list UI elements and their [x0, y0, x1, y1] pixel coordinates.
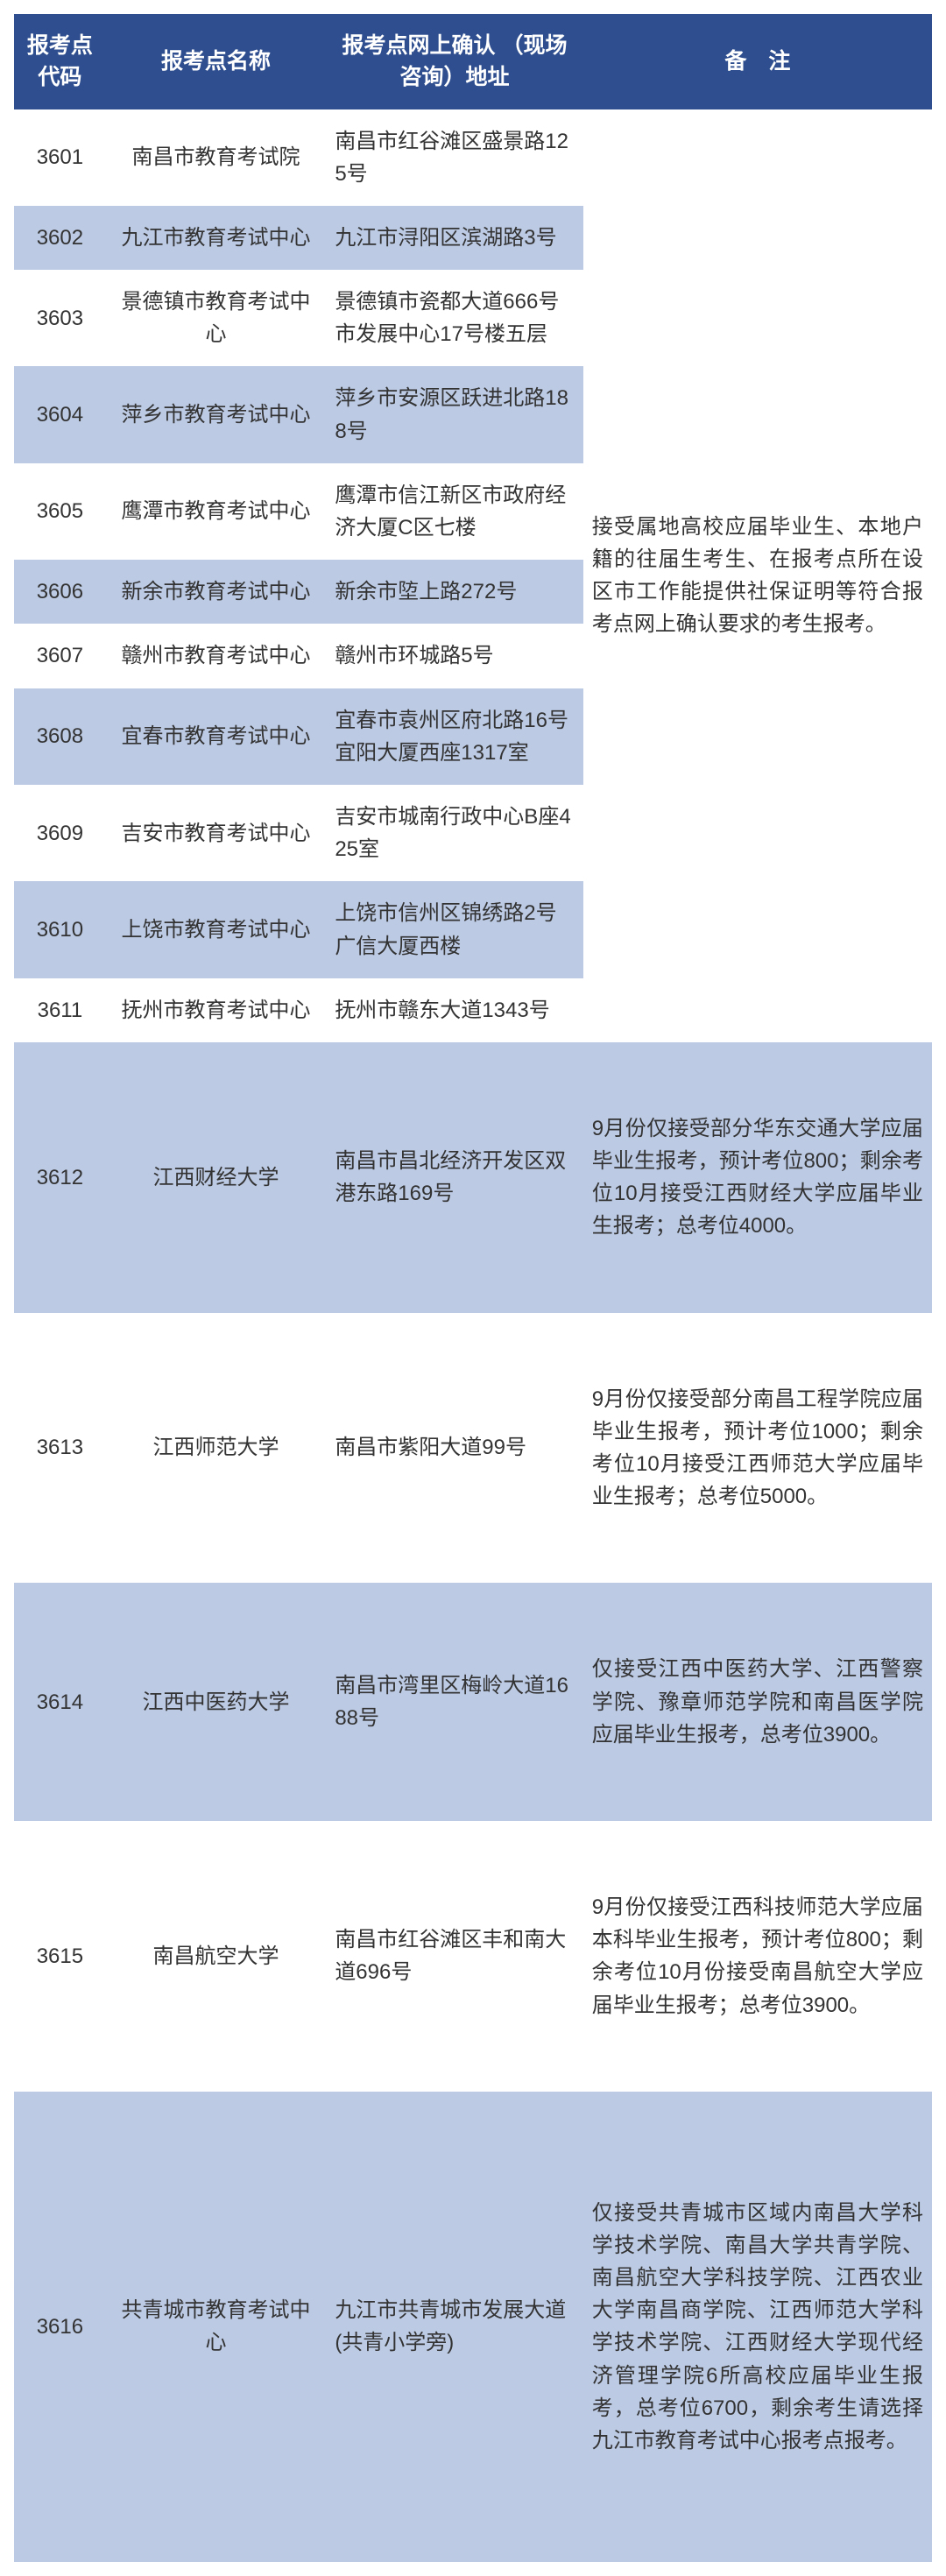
cell-code: 3608 [14, 688, 106, 785]
exam-sites-table: 报考点代码 报考点名称 报考点网上确认 （现场咨询）地址 备 注 3601南昌市… [14, 14, 932, 2562]
cell-addr: 南昌市湾里区梅岭大道1688号 [326, 1583, 582, 1821]
cell-code: 3605 [14, 463, 106, 560]
cell-code: 3613 [14, 1313, 106, 1584]
cell-addr: 九江市共青城市发展大道(共青小学旁) [326, 2092, 582, 2563]
cell-name: 上饶市教育考试中心 [106, 881, 327, 977]
cell-name: 抚州市教育考试中心 [106, 978, 327, 1042]
cell-name: 九江市教育考试中心 [106, 206, 327, 270]
cell-name: 新余市教育考试中心 [106, 560, 327, 624]
cell-name: 江西财经大学 [106, 1042, 327, 1313]
cell-name: 景德镇市教育考试中心 [106, 270, 327, 366]
cell-addr: 赣州市环城路5号 [326, 624, 582, 688]
cell-addr: 吉安市城南行政中心B座425室 [326, 785, 582, 881]
cell-addr: 南昌市昌北经济开发区双港东路169号 [326, 1042, 582, 1313]
cell-note: 9月份仅接受部分南昌工程学院应届毕业生报考，预计考位1000；剩余考位10月接受… [583, 1313, 932, 1584]
header-name: 报考点名称 [106, 14, 327, 109]
cell-addr: 新余市埅上路272号 [326, 560, 582, 624]
cell-code: 3614 [14, 1583, 106, 1821]
cell-code: 3611 [14, 978, 106, 1042]
cell-addr: 南昌市紫阳大道99号 [326, 1313, 582, 1584]
cell-code: 3610 [14, 881, 106, 977]
cell-note-group1: 接受属地高校应届毕业生、本地户籍的往届生考生、在报考点所在设区市工作能提供社保证… [583, 109, 932, 1042]
table-row: 3612江西财经大学南昌市昌北经济开发区双港东路169号9月份仅接受部分华东交通… [14, 1042, 932, 1313]
cell-addr: 九江市浔阳区滨湖路3号 [326, 206, 582, 270]
table-header-row: 报考点代码 报考点名称 报考点网上确认 （现场咨询）地址 备 注 [14, 14, 932, 109]
cell-name: 江西中医药大学 [106, 1583, 327, 1821]
cell-addr: 萍乡市安源区跃进北路188号 [326, 366, 582, 462]
cell-code: 3607 [14, 624, 106, 688]
header-note: 备 注 [583, 14, 932, 109]
cell-code: 3615 [14, 1821, 106, 2092]
cell-name: 南昌航空大学 [106, 1821, 327, 2092]
header-code: 报考点代码 [14, 14, 106, 109]
table-row: 3615南昌航空大学南昌市红谷滩区丰和南大道696号9月份仅接受江西科技师范大学… [14, 1821, 932, 2092]
table-row: 3614江西中医药大学南昌市湾里区梅岭大道1688号仅接受江西中医药大学、江西警… [14, 1583, 932, 1821]
table-row: 3613江西师范大学南昌市紫阳大道99号9月份仅接受部分南昌工程学院应届毕业生报… [14, 1313, 932, 1584]
table-row: 3616共青城市教育考试中心九江市共青城市发展大道(共青小学旁)仅接受共青城市区… [14, 2092, 932, 2563]
cell-code: 3602 [14, 206, 106, 270]
cell-name: 鹰潭市教育考试中心 [106, 463, 327, 560]
cell-code: 3612 [14, 1042, 106, 1313]
cell-name: 共青城市教育考试中心 [106, 2092, 327, 2563]
cell-note: 仅接受共青城市区域内南昌大学科学技术学院、南昌大学共青学院、南昌航空大学科技学院… [583, 2092, 932, 2563]
table-row: 3601南昌市教育考试院南昌市红谷滩区盛景路125号接受属地高校应届毕业生、本地… [14, 109, 932, 206]
cell-code: 3609 [14, 785, 106, 881]
cell-name: 赣州市教育考试中心 [106, 624, 327, 688]
cell-note: 仅接受江西中医药大学、江西警察学院、豫章师范学院和南昌医学院应届毕业生报考，总考… [583, 1583, 932, 1821]
cell-addr: 抚州市赣东大道1343号 [326, 978, 582, 1042]
cell-name: 南昌市教育考试院 [106, 109, 327, 206]
cell-name: 江西师范大学 [106, 1313, 327, 1584]
cell-code: 3606 [14, 560, 106, 624]
cell-code: 3601 [14, 109, 106, 206]
cell-addr: 上饶市信州区锦绣路2号广信大厦西楼 [326, 881, 582, 977]
cell-code: 3603 [14, 270, 106, 366]
cell-name: 萍乡市教育考试中心 [106, 366, 327, 462]
cell-addr: 南昌市红谷滩区盛景路125号 [326, 109, 582, 206]
cell-addr: 宜春市袁州区府北路16号宜阳大厦西座1317室 [326, 688, 582, 785]
cell-note: 9月份仅接受江西科技师范大学应届本科毕业生报考，预计考位800；剩余考位10月份… [583, 1821, 932, 2092]
cell-name: 宜春市教育考试中心 [106, 688, 327, 785]
cell-addr: 南昌市红谷滩区丰和南大道696号 [326, 1821, 582, 2092]
cell-code: 3604 [14, 366, 106, 462]
cell-note: 9月份仅接受部分华东交通大学应届毕业生报考，预计考位800；剩余考位10月接受江… [583, 1042, 932, 1313]
cell-name: 吉安市教育考试中心 [106, 785, 327, 881]
cell-code: 3616 [14, 2092, 106, 2563]
cell-addr: 鹰潭市信江新区市政府经济大厦C区七楼 [326, 463, 582, 560]
cell-addr: 景德镇市瓷都大道666号市发展中心17号楼五层 [326, 270, 582, 366]
header-addr: 报考点网上确认 （现场咨询）地址 [326, 14, 582, 109]
table-body: 3601南昌市教育考试院南昌市红谷滩区盛景路125号接受属地高校应届毕业生、本地… [14, 109, 932, 2563]
